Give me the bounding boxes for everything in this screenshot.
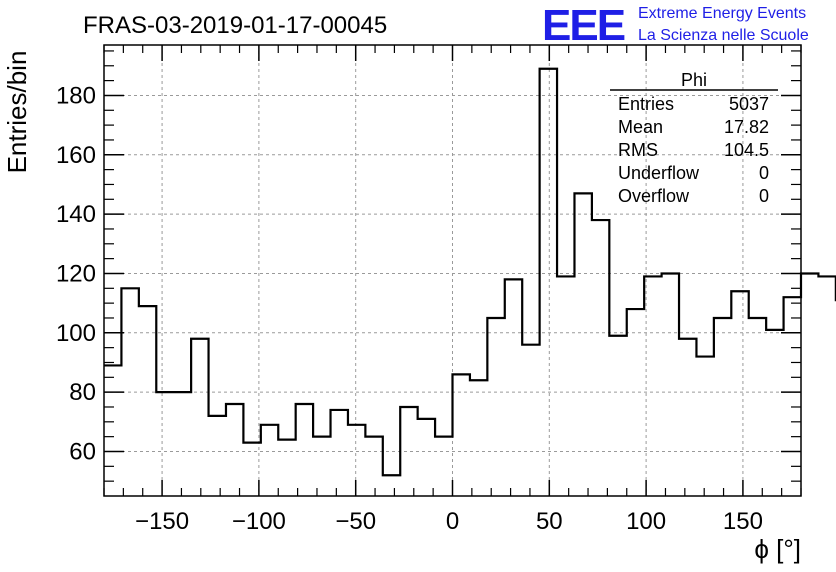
histogram-bin [557, 276, 574, 496]
x-tick-label: −150 [135, 508, 189, 535]
y-tick-label: 180 [56, 82, 96, 109]
x-tick-label: 150 [723, 508, 763, 535]
histogram-bin [331, 410, 348, 496]
stats-label: Mean [618, 117, 663, 137]
stats-value: 0 [759, 186, 769, 206]
y-tick-label: 80 [69, 379, 96, 406]
histogram-bin [714, 318, 731, 496]
logo-line1: Extreme Energy Events [638, 5, 806, 22]
y-tick-label: 60 [69, 438, 96, 465]
histogram-bin [505, 279, 522, 496]
histogram-bin [400, 407, 417, 496]
histogram-bin [121, 288, 138, 496]
histogram-bin [383, 475, 400, 496]
histogram-bin [174, 392, 191, 496]
stats-value: 17.82 [724, 117, 769, 137]
histogram-bin [261, 425, 278, 496]
histogram-bin [644, 276, 661, 496]
histogram-bin [156, 392, 173, 496]
x-tick-label: 0 [446, 508, 459, 535]
ticks-layer [103, 45, 802, 496]
histogram-bin [365, 437, 382, 496]
logo-line2: La Scienza nelle Scuole [638, 27, 809, 44]
tick-labels: −150 −100 −50 0 50 100 150 60 80 100 120 140 160 180 [56, 82, 763, 535]
histogram-bin [278, 440, 295, 496]
histogram-bin [209, 416, 226, 496]
histogram-bin [435, 437, 452, 496]
histogram-bin [731, 291, 748, 496]
histogram-bin [139, 306, 156, 496]
histogram-bin [453, 374, 470, 496]
histogram-outline [104, 67, 836, 477]
histogram-bin [487, 318, 504, 496]
y-tick-label: 160 [56, 142, 96, 169]
histogram-bin [296, 404, 313, 496]
histogram-bin [696, 357, 713, 496]
x-tick-label: 50 [536, 508, 563, 535]
histogram-bin [627, 309, 644, 496]
x-tick-label: 100 [626, 508, 666, 535]
histogram-bin [609, 336, 626, 496]
histogram-bin [522, 345, 539, 496]
y-axis-label: Entries/bin [2, 51, 32, 174]
histogram-bin [418, 419, 435, 496]
y-tick-label: 140 [56, 201, 96, 228]
stats-label: Entries [618, 94, 674, 114]
histogram-bin [749, 318, 766, 496]
histogram-bin [540, 69, 557, 496]
histogram-bin [662, 273, 679, 496]
stats-label: Overflow [618, 186, 690, 206]
stats-box: Phi Entries 5037 Mean 17.82 RMS 104.5 Underflo… [610, 70, 778, 206]
y-tick-label: 120 [56, 260, 96, 287]
histogram-bin [679, 339, 696, 496]
stats-value: 104.5 [724, 140, 769, 160]
y-tick-label: 100 [56, 320, 96, 347]
histogram-bin [801, 273, 818, 496]
histogram-bin [191, 339, 208, 496]
histogram-bin [104, 365, 121, 496]
eee-logo: EEE Extreme Energy Events La Scienza nel… [542, 1, 809, 50]
x-tick-label: −100 [232, 508, 286, 535]
logo-mark: EEE [542, 1, 625, 50]
stats-label: Underflow [618, 163, 700, 183]
stats-name: Phi [681, 70, 707, 90]
x-axis-label: ϕ [°] [754, 534, 801, 564]
stats-value: 5037 [729, 94, 769, 114]
chart-title: FRAS-03-2019-01-17-00045 [83, 12, 387, 39]
histogram-bin [574, 193, 591, 496]
histogram-bin [592, 220, 609, 496]
x-tick-label: −50 [335, 508, 376, 535]
histogram-bin [226, 404, 243, 496]
histogram-bin [348, 425, 365, 496]
stats-value: 0 [759, 163, 769, 183]
histogram-bin [818, 276, 835, 496]
histogram-bin [470, 380, 487, 496]
histogram-bin [313, 437, 330, 496]
histogram-bin [766, 330, 783, 496]
stats-label: RMS [618, 140, 658, 160]
